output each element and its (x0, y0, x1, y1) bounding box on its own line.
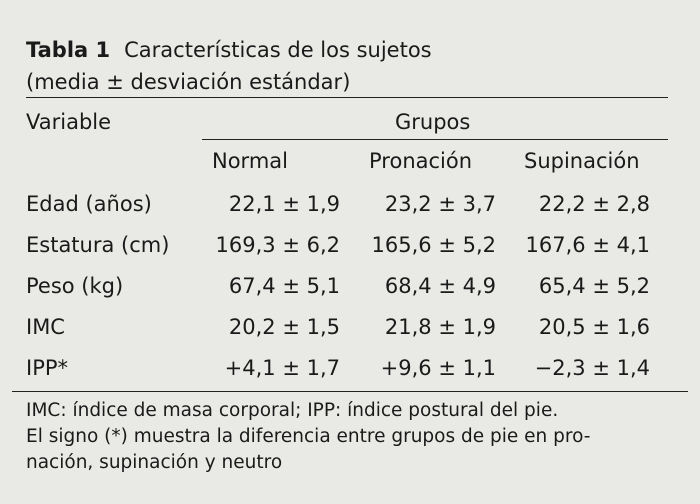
caption-line-1: Tabla 1 Características de los sujetos (26, 34, 432, 66)
row-label: Edad (años) (26, 192, 152, 216)
column-header-normal: Normal (212, 149, 288, 173)
table-cell: 65,4 ± 5,2 (538, 274, 650, 298)
table-caption: Tabla 1 Características de los sujetos (m… (26, 34, 432, 98)
table-cell: 23,2 ± 3,7 (384, 192, 496, 216)
column-header-supinacion: Supinación (524, 149, 640, 173)
table-cell: 67,4 ± 5,1 (228, 274, 340, 298)
row-label: Estatura (cm) (26, 233, 170, 257)
bottom-rule (12, 391, 688, 392)
footnote-line-3: nación, supinación y neutro (26, 452, 283, 473)
table-cell: +4,1 ± 1,7 (224, 356, 340, 380)
top-rule (26, 97, 668, 98)
row-label: Peso (kg) (26, 274, 124, 298)
table-cell: 20,5 ± 1,6 (538, 315, 650, 339)
table-cell: 169,3 ± 6,2 (215, 233, 340, 257)
table-title: Características de los sujetos (124, 38, 432, 62)
header-variable: Variable (26, 110, 112, 134)
table-cell: 68,4 ± 4,9 (384, 274, 496, 298)
table-cell: 20,2 ± 1,5 (228, 315, 340, 339)
table-cell: −2,3 ± 1,4 (534, 356, 650, 380)
row-label: IPP* (26, 356, 69, 380)
table-subtitle: (media ± desviación estándar) (26, 70, 351, 94)
table-number: Tabla 1 (26, 38, 111, 62)
table-footnote: IMC: índice de masa corporal; IPP: índic… (26, 398, 676, 476)
groups-rule (202, 139, 668, 140)
table-cell: +9,6 ± 1,1 (380, 356, 496, 380)
table-cell: 167,6 ± 4,1 (525, 233, 650, 257)
header-groups: Grupos (395, 110, 471, 134)
table-cell: 165,6 ± 5,2 (371, 233, 496, 257)
footnote-line-2: El signo (*) muestra la diferencia entre… (26, 426, 591, 447)
table-cell: 22,1 ± 1,9 (228, 192, 340, 216)
row-label: IMC (26, 315, 65, 339)
table-cell: 22,2 ± 2,8 (538, 192, 650, 216)
footnote-line-1: IMC: índice de masa corporal; IPP: índic… (26, 400, 559, 421)
column-header-pronacion: Pronación (369, 149, 473, 173)
table-cell: 21,8 ± 1,9 (384, 315, 496, 339)
